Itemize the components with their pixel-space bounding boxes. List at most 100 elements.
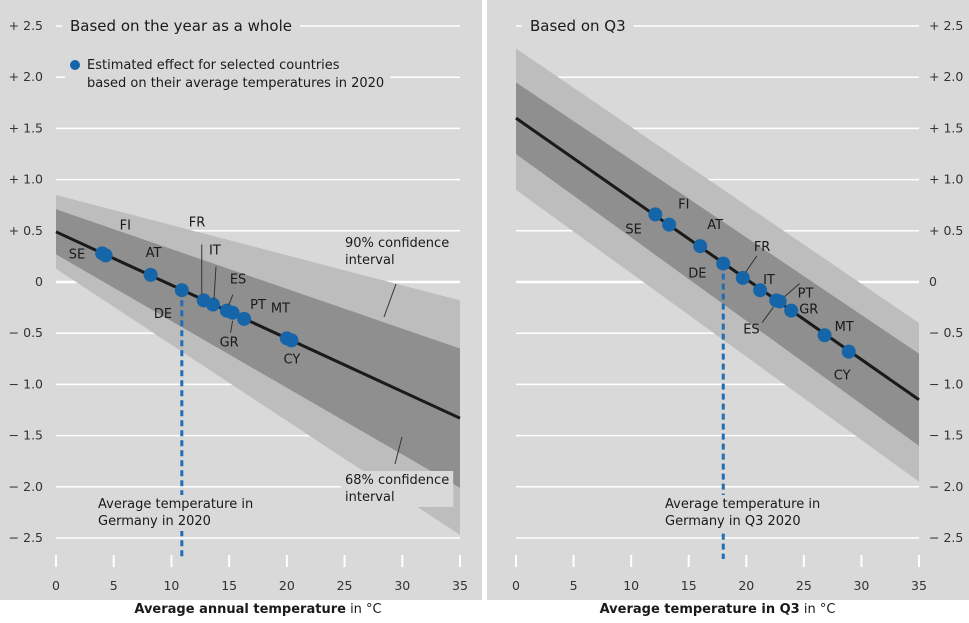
y-tick-label: 0 bbox=[929, 274, 937, 289]
x-tick-label: 30 bbox=[394, 578, 410, 593]
point-label: PT bbox=[250, 298, 266, 313]
point-label: FI bbox=[678, 198, 689, 213]
y-tick-label: − 0.5 bbox=[9, 325, 43, 340]
y-tick-label: + 2.5 bbox=[9, 18, 43, 33]
x-axis-label: Average temperature in Q3 in °C bbox=[600, 602, 836, 617]
legend-background bbox=[65, 54, 391, 95]
point-label: ES bbox=[743, 322, 759, 337]
point-leader bbox=[230, 320, 234, 333]
chart-title: Based on Q3 bbox=[530, 17, 626, 35]
point-label: AT bbox=[707, 218, 723, 233]
annotation-background bbox=[341, 471, 454, 507]
point-label: DE bbox=[154, 307, 172, 322]
x-axis-label-unit: in °C bbox=[800, 602, 836, 617]
point-label: FR bbox=[754, 240, 771, 255]
y-tick-label: + 1.5 bbox=[9, 120, 43, 135]
y-tick-label: − 2.5 bbox=[929, 530, 963, 545]
chart-title: Based on the year as a whole bbox=[70, 17, 292, 35]
point-label: CY bbox=[283, 352, 300, 367]
y-tick-label: − 2.0 bbox=[929, 479, 963, 494]
y-tick-label: − 0.5 bbox=[929, 325, 963, 340]
point-leader bbox=[228, 294, 234, 305]
data-point bbox=[237, 311, 252, 326]
y-tick-label: + 2.0 bbox=[929, 69, 963, 84]
point-leader bbox=[745, 255, 758, 273]
point-label: IT bbox=[763, 273, 775, 288]
x-tick-label: 5 bbox=[110, 578, 118, 593]
estimate-line bbox=[55, 230, 461, 420]
panel-year: + 2.5 + 2.0 + 1.5 + 1.0 + 0.5 0 − 0.5 − 1.0 − 1.… bbox=[0, 0, 482, 617]
annotation-text: Average temperature in bbox=[98, 497, 253, 512]
x-tick-label: 0 bbox=[512, 578, 520, 593]
point-label: MT bbox=[835, 320, 854, 335]
annotation-background bbox=[661, 495, 825, 531]
annotation-text: Germany in 2020 bbox=[98, 514, 211, 529]
data-point bbox=[205, 297, 220, 312]
y-tick-label: + 1.5 bbox=[929, 120, 963, 135]
data-point bbox=[98, 248, 113, 263]
point-label: GR bbox=[220, 336, 239, 351]
point-leader bbox=[784, 283, 801, 297]
y-tick-label: + 1.0 bbox=[929, 172, 963, 187]
x-tick-label: 15 bbox=[221, 578, 237, 593]
data-point bbox=[753, 283, 768, 298]
data-point bbox=[174, 283, 189, 298]
annotation-text: 90% confidence bbox=[345, 236, 449, 251]
y-tick-label: − 2.0 bbox=[9, 479, 43, 494]
data-point bbox=[841, 344, 856, 359]
data-point bbox=[784, 303, 799, 318]
y-tick-label: − 2.5 bbox=[9, 530, 43, 545]
point-label: MT bbox=[271, 301, 290, 316]
data-point bbox=[735, 270, 750, 285]
panel-divider bbox=[482, 0, 487, 619]
data-point bbox=[284, 333, 299, 348]
y-tick-label: − 1.5 bbox=[929, 428, 963, 443]
annotation-background bbox=[94, 495, 258, 531]
data-point bbox=[817, 328, 832, 343]
data-point bbox=[662, 217, 677, 232]
x-tick-label: 20 bbox=[738, 578, 754, 593]
annotation-text: interval bbox=[345, 490, 395, 505]
point-leader bbox=[761, 307, 774, 323]
point-label: ES bbox=[230, 273, 246, 288]
data-point bbox=[772, 294, 787, 309]
y-tick-label: − 1.5 bbox=[9, 428, 43, 443]
point-label: DE bbox=[688, 267, 706, 282]
x-axis-label-bold: Average temperature in Q3 bbox=[600, 602, 800, 617]
point-label: PT bbox=[798, 286, 814, 301]
point-label: AT bbox=[146, 246, 162, 261]
x-tick-label: 5 bbox=[570, 578, 578, 593]
y-tick-label: 0 bbox=[35, 274, 43, 289]
x-tick-label: 25 bbox=[796, 578, 812, 593]
title-background bbox=[62, 15, 300, 37]
x-tick-label: 10 bbox=[163, 578, 179, 593]
data-point bbox=[143, 267, 158, 282]
data-point bbox=[693, 239, 708, 254]
y-tick-label: + 1.0 bbox=[9, 172, 43, 187]
annotation-text: interval bbox=[345, 253, 395, 268]
legend-text: based on their average temperatures in 2… bbox=[87, 76, 384, 91]
annotation-leader bbox=[394, 436, 403, 465]
x-tick-label: 25 bbox=[337, 578, 353, 593]
annotation-text: Germany in Q3 2020 bbox=[665, 514, 801, 529]
data-point bbox=[716, 256, 731, 271]
title-background bbox=[522, 15, 634, 37]
x-tick-label: 10 bbox=[623, 578, 639, 593]
annotation-text: Average temperature in bbox=[665, 497, 820, 512]
data-point bbox=[648, 207, 663, 222]
annotation-text: 68% confidence bbox=[345, 473, 449, 488]
legend-marker bbox=[70, 60, 80, 70]
x-tick-label: 35 bbox=[452, 578, 468, 593]
point-label: GR bbox=[799, 303, 818, 318]
x-tick-label: 0 bbox=[52, 578, 60, 593]
y-tick-label: + 0.5 bbox=[9, 223, 43, 238]
y-tick-label: + 0.5 bbox=[929, 223, 963, 238]
data-point bbox=[225, 305, 240, 320]
x-axis-label-unit: in °C bbox=[346, 602, 382, 617]
point-leader bbox=[213, 266, 217, 300]
point-label: SE bbox=[69, 247, 85, 262]
x-tick-label: 15 bbox=[681, 578, 697, 593]
point-label: IT bbox=[209, 244, 221, 259]
